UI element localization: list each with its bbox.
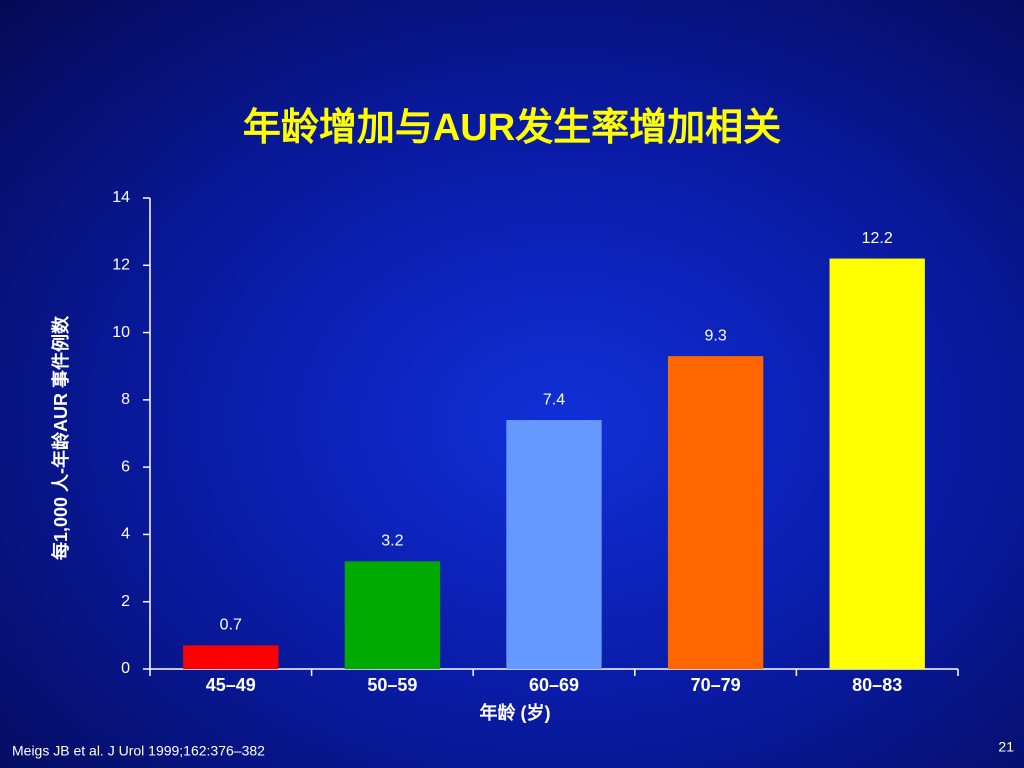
footnote: Meigs JB et al. J Urol 1999;162:376–382 bbox=[12, 743, 265, 759]
data-label: 12.2 bbox=[862, 230, 893, 247]
y-tick-label: 14 bbox=[112, 189, 130, 206]
x-tick-label: 60–69 bbox=[529, 675, 579, 695]
y-tick-label: 4 bbox=[121, 526, 130, 543]
page-number: 21 bbox=[998, 739, 1014, 755]
chart-title: 年龄增加与AUR发生率增加相关 bbox=[243, 107, 781, 149]
bar bbox=[183, 645, 279, 669]
x-tick-label: 45–49 bbox=[206, 675, 256, 695]
data-label: 7.4 bbox=[543, 391, 565, 408]
data-label: 0.7 bbox=[220, 617, 242, 634]
x-tick-label: 70–79 bbox=[691, 675, 741, 695]
y-tick-label: 8 bbox=[121, 391, 130, 408]
x-tick-label: 80–83 bbox=[852, 675, 902, 695]
bar bbox=[667, 356, 764, 669]
data-label: 3.2 bbox=[381, 533, 403, 550]
y-axis-label: 每1,000 人-年龄AUR 事件例数 bbox=[50, 315, 71, 560]
bar bbox=[344, 561, 441, 669]
y-tick-label: 0 bbox=[121, 660, 130, 677]
bar bbox=[506, 420, 602, 669]
x-tick-label: 50–59 bbox=[367, 675, 417, 695]
y-tick-label: 12 bbox=[112, 257, 130, 274]
x-axis-label: 年龄 (岁) bbox=[480, 702, 551, 723]
y-tick-label: 10 bbox=[112, 324, 130, 341]
y-tick-label: 6 bbox=[121, 458, 130, 475]
bar bbox=[829, 258, 925, 669]
y-tick-label: 2 bbox=[121, 593, 130, 610]
data-label: 9.3 bbox=[704, 327, 726, 344]
